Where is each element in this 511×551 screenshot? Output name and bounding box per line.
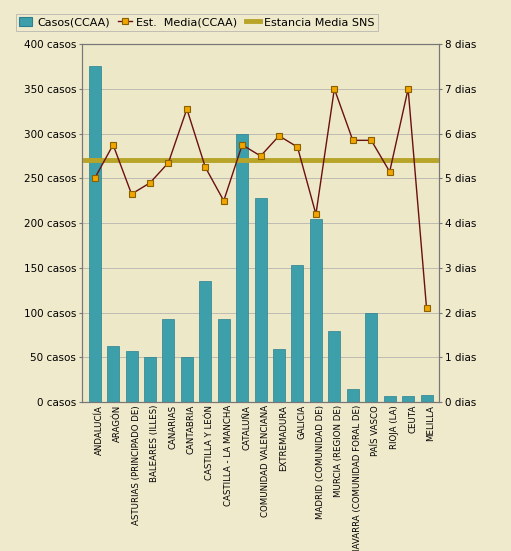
Bar	[421, 395, 432, 402]
Bar	[162, 319, 174, 402]
Bar	[218, 319, 230, 402]
Bar	[89, 67, 101, 402]
Bar	[181, 358, 193, 402]
Bar	[329, 331, 340, 402]
Bar	[291, 265, 304, 402]
Bar	[126, 351, 137, 402]
Legend: Casos(CCAA), Est.  Media(CCAA), Estancia Media SNS: Casos(CCAA), Est. Media(CCAA), Estancia …	[16, 14, 378, 31]
Bar	[402, 396, 414, 402]
Bar	[365, 313, 377, 402]
Bar	[347, 389, 359, 402]
Bar	[254, 198, 267, 402]
Bar	[236, 134, 248, 402]
Bar	[107, 346, 119, 402]
Bar	[144, 358, 156, 402]
Bar	[273, 349, 285, 402]
Bar	[310, 219, 322, 402]
Bar	[384, 396, 396, 402]
Bar	[199, 282, 211, 402]
